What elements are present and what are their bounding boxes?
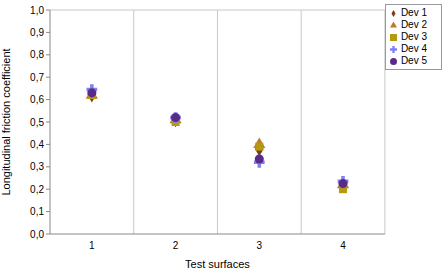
svg-text:0,5: 0,5 <box>30 117 44 128</box>
html-text:Dev 5: Dev 5 <box>400 55 427 66</box>
svg-text:1: 1 <box>89 240 95 251</box>
html-text:Dev 3: Dev 3 <box>400 31 427 42</box>
svg-text:3: 3 <box>257 240 263 251</box>
svg-text:0,4: 0,4 <box>30 139 44 150</box>
svg-text:0,9: 0,9 <box>30 27 44 38</box>
html-text:Dev 2: Dev 2 <box>400 19 427 30</box>
svg-text:Test surfaces: Test surfaces <box>185 258 250 270</box>
svg-text:1,0: 1,0 <box>30 5 44 16</box>
svg-text:0,2: 0,2 <box>30 184 44 195</box>
svg-text:2: 2 <box>173 240 179 251</box>
svg-text:0,3: 0,3 <box>30 161 44 172</box>
html-text:Dev 4: Dev 4 <box>400 43 427 54</box>
html-text:Dev 1: Dev 1 <box>400 7 427 18</box>
svg-text:0,1: 0,1 <box>30 206 44 217</box>
svg-text:0,6: 0,6 <box>30 94 44 105</box>
svg-text:4: 4 <box>340 240 346 251</box>
svg-text:0,8: 0,8 <box>30 49 44 60</box>
svg-text:Longitudinal friction coeffici: Longitudinal friction coefficient <box>8 48 12 195</box>
svg-text:0,0: 0,0 <box>30 229 44 240</box>
svg-text:0,7: 0,7 <box>30 72 44 83</box>
